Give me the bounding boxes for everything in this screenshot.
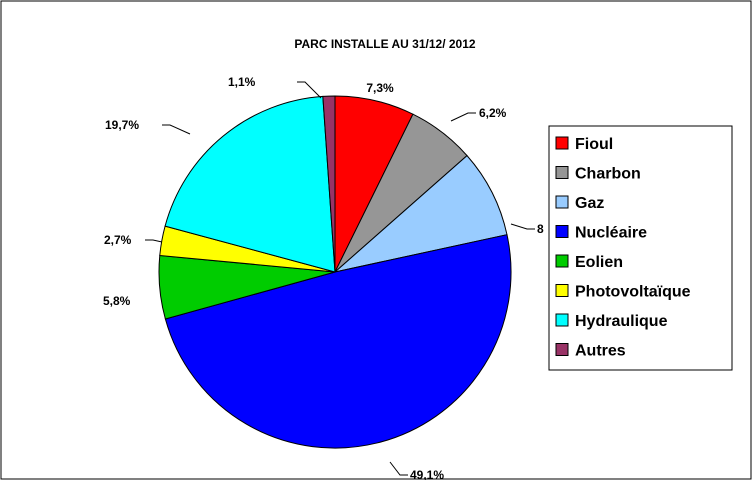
- data-label: 5,8%: [103, 294, 131, 308]
- pie-slices: [159, 96, 511, 448]
- legend-swatch: [556, 137, 568, 149]
- legend-swatch: [556, 314, 568, 326]
- data-label: 2,7%: [104, 233, 132, 247]
- legend-label: Fioul: [575, 136, 613, 153]
- chart-title: PARC INSTALLE AU 31/12/ 2012: [294, 37, 475, 51]
- data-label: 8: [537, 222, 544, 236]
- data-label: 1,1%: [228, 75, 256, 89]
- legend-swatch: [556, 196, 568, 208]
- data-label: 6,2%: [479, 106, 507, 120]
- legend-label: Nucléaire: [575, 225, 647, 242]
- legend: Fioul Charbon Gaz Nucléaire Eolien Photovolta…: [549, 126, 732, 370]
- legend-label: Gaz: [575, 195, 604, 212]
- legend-box: [549, 126, 732, 370]
- legend-swatch: [556, 226, 568, 238]
- data-label: 7,3%: [366, 81, 394, 95]
- legend-label: Photovoltaïque: [575, 284, 691, 301]
- legend-label: Autres: [575, 343, 626, 360]
- legend-swatch: [556, 344, 568, 356]
- legend-swatch: [556, 167, 568, 179]
- data-label: 19,7%: [105, 118, 139, 132]
- data-label: 49,1%: [410, 468, 444, 480]
- legend-label: Hydraulique: [575, 313, 668, 330]
- legend-label: Charbon: [575, 166, 641, 183]
- legend-label: Eolien: [575, 254, 623, 271]
- legend-swatch: [556, 285, 568, 297]
- legend-swatch: [556, 255, 568, 267]
